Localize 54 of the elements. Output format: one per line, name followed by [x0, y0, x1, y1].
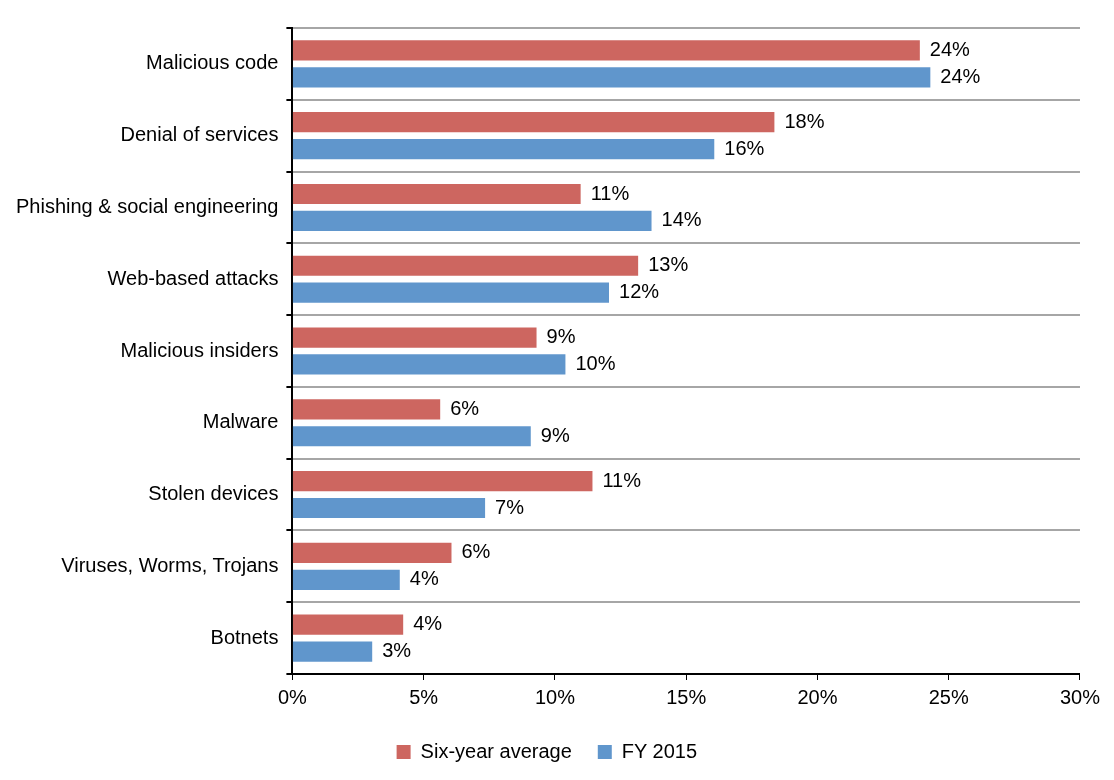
legend-label: FY 2015: [621, 739, 698, 762]
data-label: 6%: [450, 396, 480, 419]
x-tick-label: 25%: [928, 685, 969, 708]
data-label: 9%: [546, 325, 576, 348]
data-label: 18%: [784, 109, 825, 132]
bar: [292, 426, 531, 447]
bar: [292, 569, 400, 590]
y-tick-label: Malicious code: [146, 51, 279, 74]
bar: [292, 399, 441, 420]
x-tick-label: 15%: [666, 685, 707, 708]
bar: [292, 112, 775, 133]
bar: [292, 354, 566, 375]
y-tick-label: Denial of services: [120, 123, 279, 146]
bar: [292, 40, 920, 61]
data-label: 4%: [413, 612, 443, 635]
bar: [292, 139, 715, 160]
data-label: 7%: [495, 495, 525, 518]
data-label: 16%: [724, 136, 765, 159]
x-tick-label: 20%: [797, 685, 838, 708]
data-label: 14%: [661, 208, 702, 231]
data-label: 4%: [409, 567, 439, 590]
y-tick-label: Malware: [202, 410, 279, 433]
data-label: 11%: [590, 181, 630, 204]
data-label: 24%: [929, 37, 971, 60]
data-label: 3%: [382, 639, 412, 662]
bar: [292, 255, 639, 276]
data-label: 10%: [575, 351, 616, 374]
y-tick-label: Malicious insiders: [120, 338, 279, 361]
data-label: 24%: [940, 64, 981, 87]
bar: [292, 327, 537, 348]
bar: [292, 282, 610, 303]
bar: [292, 542, 452, 563]
y-tick-label: Viruses, Worms, Trojans: [61, 553, 279, 576]
bar: [292, 497, 486, 519]
legend-label: Six-year average: [420, 739, 572, 762]
y-tick-label: Web-based attacks: [107, 266, 279, 289]
y-tick-label: Botnets: [210, 625, 279, 648]
data-label: 12%: [619, 280, 660, 303]
x-tick-label: 0%: [277, 685, 308, 708]
data-label: 9%: [540, 423, 570, 446]
bar: [292, 471, 593, 492]
bar: [292, 183, 581, 205]
x-tick-label: 30%: [1059, 685, 1101, 708]
x-tick-label: 10%: [534, 685, 576, 708]
bar: [292, 641, 373, 662]
bar: [292, 67, 931, 88]
bar: [292, 614, 404, 635]
x-tick-label: 5%: [409, 685, 439, 708]
bar: [292, 210, 652, 231]
data-label: 6%: [461, 540, 491, 563]
y-tick-label: Phishing & social engineering: [15, 194, 279, 217]
data-label: 11%: [602, 468, 642, 491]
data-label: 13%: [648, 253, 689, 276]
y-tick-label: Stolen devices: [148, 482, 279, 505]
